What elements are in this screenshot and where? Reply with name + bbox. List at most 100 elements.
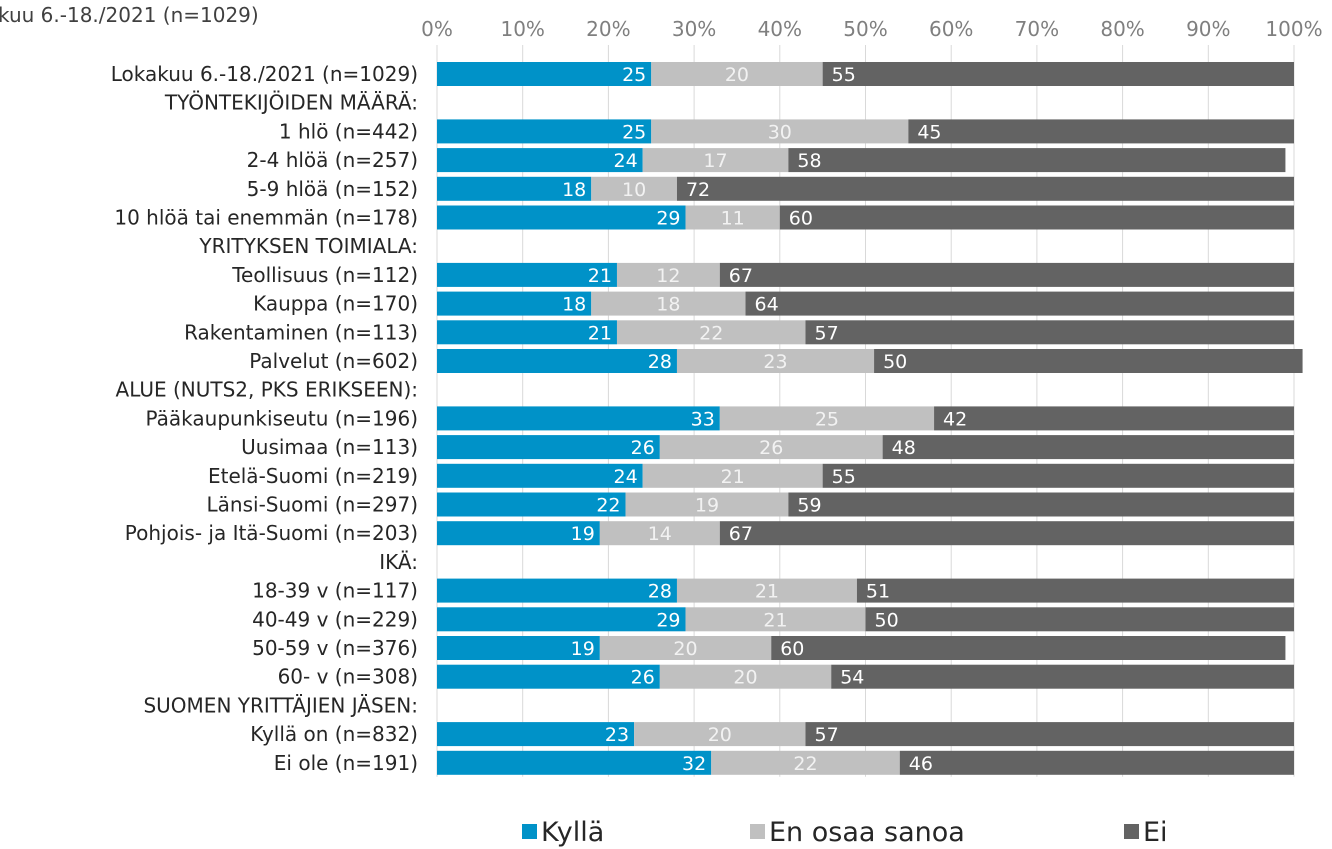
group-header-label: ALUE (NUTS2, PKS ERIKSEEN): <box>116 378 418 402</box>
data-label: 28 <box>648 581 672 603</box>
legend-label: Kyllä <box>541 817 604 848</box>
bar-segment <box>651 62 823 86</box>
bar-segment <box>616 320 806 345</box>
x-tick-label: 100% <box>1265 17 1322 41</box>
bar-segment <box>437 262 617 287</box>
data-label: 32 <box>682 753 706 775</box>
data-label: 24 <box>613 150 637 172</box>
bar-segment <box>771 636 1286 660</box>
data-label: 17 <box>703 150 727 172</box>
bar-segment <box>779 205 1294 230</box>
data-label: 72 <box>686 179 710 201</box>
x-tick-label: 20% <box>586 17 630 41</box>
bar-segment <box>788 148 1286 173</box>
chart-title: kuu 6.-18./2021 (n=1029) <box>0 3 259 27</box>
x-tick-label: 60% <box>929 17 973 41</box>
bar-segment <box>437 349 677 373</box>
bar-segment <box>856 578 1294 603</box>
data-label: 22 <box>793 753 817 775</box>
bar-segment <box>685 607 866 632</box>
data-label: 21 <box>763 609 787 631</box>
category-label: 5-9 hlöä (n=152) <box>247 177 418 201</box>
bar-segment <box>437 578 677 603</box>
bar-segment <box>659 664 832 689</box>
data-label: 33 <box>691 408 715 430</box>
x-tick-label: 70% <box>1015 17 1059 41</box>
data-label: 59 <box>797 495 821 517</box>
category-label: Pohjois- ja Itä-Suomi (n=203) <box>125 521 418 545</box>
bar-segment <box>437 406 720 431</box>
data-label: 30 <box>768 121 792 143</box>
category-label: 40-49 v (n=229) <box>252 607 418 631</box>
data-label: 42 <box>943 408 967 430</box>
data-label: 51 <box>866 581 890 603</box>
data-label: 18 <box>562 294 586 316</box>
data-label: 29 <box>656 609 680 631</box>
bar-segment <box>659 435 883 460</box>
category-label: 18-39 v (n=117) <box>252 579 418 603</box>
bar-segment <box>437 119 652 144</box>
bar-segment <box>599 521 720 546</box>
bar-segment <box>874 349 1303 373</box>
data-label: 18 <box>562 179 586 201</box>
data-label: 14 <box>648 523 672 545</box>
data-label: 67 <box>729 265 753 287</box>
data-label: 57 <box>815 724 839 746</box>
legend-label: En osaa sanoa <box>769 817 965 848</box>
data-label: 23 <box>605 724 629 746</box>
category-label: Uusimaa (n=113) <box>241 435 418 459</box>
bar-segment <box>711 750 900 775</box>
data-label: 24 <box>613 466 637 488</box>
x-tick-label: 50% <box>843 17 887 41</box>
data-label: 19 <box>695 495 719 517</box>
category-label: Palvelut (n=602) <box>249 349 418 373</box>
bar-segment <box>831 664 1294 689</box>
x-tick-label: 80% <box>1100 17 1144 41</box>
bar-segment <box>437 148 643 173</box>
category-labels: Lokakuu 6.-18./2021 (n=1029) TYÖNTEKIJÖID… <box>111 62 418 775</box>
category-label: Länsi-Suomi (n=297) <box>207 493 418 517</box>
data-label: 19 <box>571 638 595 660</box>
bar-segment <box>437 492 626 517</box>
category-label: Teollisuus (n=112) <box>231 263 418 287</box>
bar-segment <box>719 262 1294 287</box>
data-label: 23 <box>763 351 787 373</box>
category-label: Kyllä on (n=832) <box>250 722 418 746</box>
data-label: 28 <box>648 351 672 373</box>
category-label: 2-4 hlöä (n=257) <box>247 148 418 172</box>
bar-segment <box>865 607 1294 632</box>
bar-segment <box>685 205 780 230</box>
bar-segment <box>437 62 652 86</box>
data-label: 26 <box>631 667 655 689</box>
data-label: 21 <box>588 265 612 287</box>
bar-segment <box>591 176 677 201</box>
bar-segment <box>805 722 1294 747</box>
x-tick-label: 30% <box>672 17 716 41</box>
data-label: 67 <box>729 523 753 545</box>
data-label: 19 <box>571 523 595 545</box>
data-label: 22 <box>596 495 620 517</box>
category-label: Etelä-Suomi (n=219) <box>208 464 418 488</box>
data-label: 54 <box>840 667 864 689</box>
bar-segment <box>719 406 935 431</box>
data-label: 50 <box>883 351 907 373</box>
x-tick-label: 10% <box>500 17 544 41</box>
bar-segment <box>788 492 1294 517</box>
category-label: 1 hlö (n=442) <box>279 119 418 143</box>
data-label: 55 <box>832 466 856 488</box>
group-header-label: YRITYKSEN TOIMIALA: <box>198 234 418 258</box>
bar-segment <box>805 320 1294 345</box>
category-label: Lokakuu 6.-18./2021 (n=1029) <box>111 62 418 86</box>
category-label: Ei ole (n=191) <box>274 751 418 775</box>
data-label: 12 <box>656 265 680 287</box>
data-label: 10 <box>622 179 646 201</box>
bar-segment <box>437 205 686 230</box>
bar-segment <box>599 636 772 660</box>
category-label: 50-59 v (n=376) <box>252 636 418 660</box>
bar-segment <box>676 349 875 373</box>
bar-segment <box>437 664 660 689</box>
bar-segment <box>625 492 789 517</box>
data-label: 25 <box>622 64 646 86</box>
bar-segment <box>437 176 592 201</box>
bar-segment <box>437 320 617 345</box>
